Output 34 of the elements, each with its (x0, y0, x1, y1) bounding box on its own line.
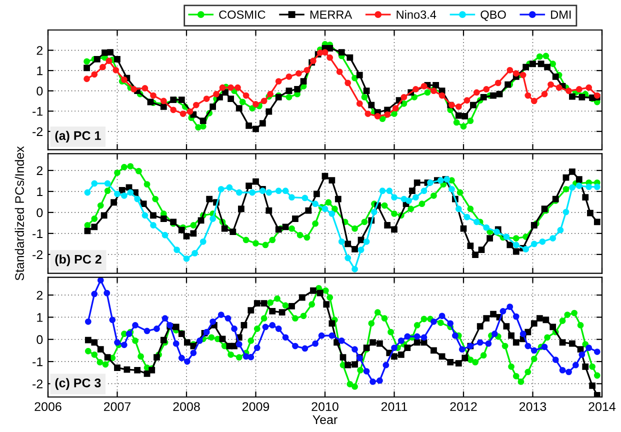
y-tick-label: -2 (32, 127, 43, 136)
y-tick-label: 2 (36, 166, 43, 175)
x-tick-label: 2008 (173, 402, 200, 412)
y-tick-label: -1 (32, 107, 43, 116)
x-tick-label: 2014 (588, 402, 616, 412)
y-tick-label: 0 (36, 335, 43, 344)
y-axis-title: Standardized PCs/Index (14, 146, 24, 280)
y-tick-label: 0 (36, 86, 43, 96)
x-tick-label: 2006 (34, 402, 62, 412)
y-tick-label: 1 (37, 187, 43, 196)
legend-label: MERRA (310, 10, 352, 19)
annotation: (c) PC 3 (55, 378, 101, 390)
x-tick-label: 2010 (312, 402, 338, 412)
y-tick-label: 2 (36, 290, 43, 300)
y-tick-label: -1 (32, 357, 43, 366)
y-tick-label: 1 (37, 66, 43, 76)
legend-label: QBO (480, 10, 506, 21)
annotation: (b) PC 2 (55, 254, 102, 266)
y-tick-label: -2 (32, 380, 43, 388)
y-tick-label: -2 (32, 250, 43, 259)
x-tick-label: 2013 (519, 402, 546, 412)
legend-label: COSMIC (219, 10, 266, 19)
y-tick-label: -1 (32, 229, 43, 238)
x-axis-title: Year (312, 415, 338, 424)
x-tick-label: 2011 (381, 402, 408, 412)
annotation: (a) PC 1 (55, 130, 101, 142)
y-tick-label: 2 (36, 46, 43, 55)
y-tick-label: 1 (37, 313, 43, 322)
x-tick-label: 2009 (242, 402, 270, 412)
x-tick-label: 2007 (104, 402, 131, 412)
x-tick-label: 2012 (450, 402, 477, 412)
legend-label: DMI (551, 10, 571, 19)
legend-label: Nino3.4 (396, 10, 436, 19)
y-tick-label: 0 (36, 208, 43, 218)
